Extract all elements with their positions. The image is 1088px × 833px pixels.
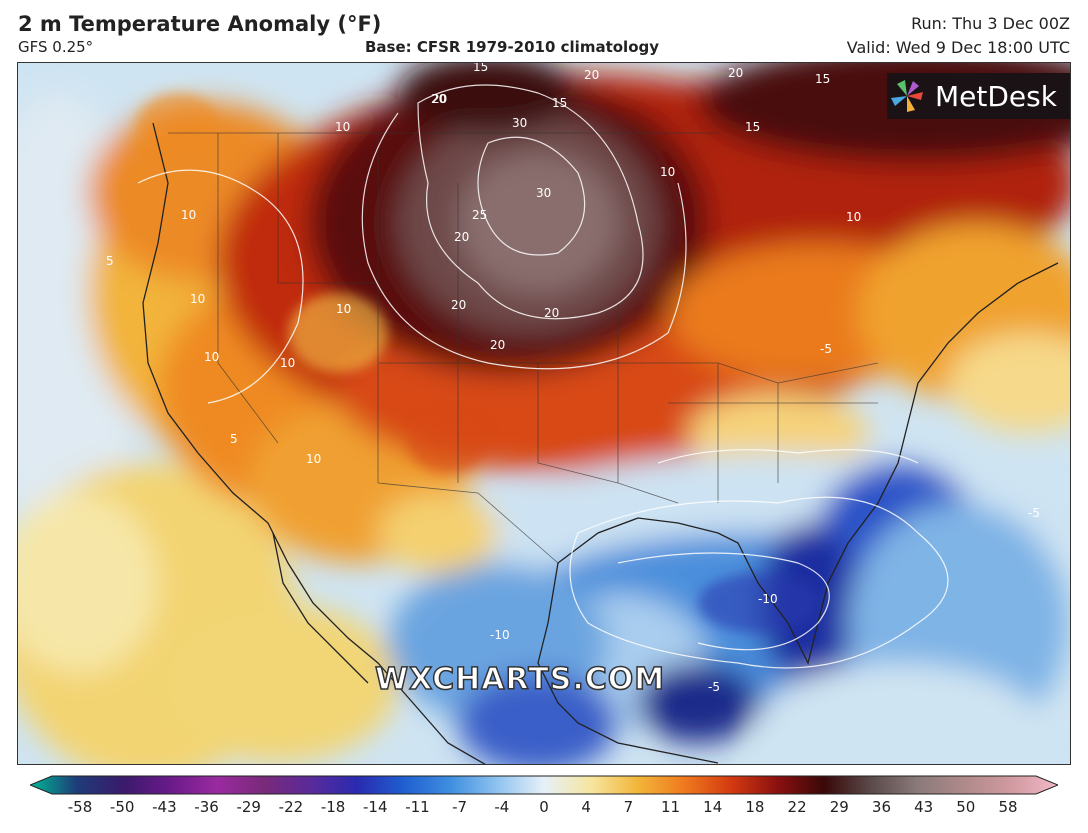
color-scale-tick-label: -4 [494,798,510,816]
color-scale-tick-label: -18 [320,798,346,816]
contour-label: 15 [745,120,760,134]
color-scale-tick-label: 22 [787,798,807,816]
anomaly-detail [138,93,818,633]
contour-label: 20 [584,68,599,82]
valid-time-label: Valid: Wed 9 Dec 18:00 UTC [846,38,1070,57]
contour-label: 15 [815,72,830,86]
contour-label: 10 [190,292,205,306]
color-scale-tick-label: -14 [363,798,388,816]
color-scale-tick-label: -7 [452,798,468,816]
contour-label: 10 [336,302,351,316]
color-scale-tick-label: -43 [152,798,177,816]
color-scale-tick-label: -29 [236,798,261,816]
contour-label: 25 [472,208,487,222]
color-scale-tick-label: -36 [194,798,219,816]
contour-label: 20 [431,92,446,106]
contour-label: 10 [335,120,350,134]
temperature-anomaly-map: 20 15 20 15 20 20 30 15 15 10 10 30 10 2… [17,62,1071,765]
contour-label: 30 [536,186,551,200]
contour-label: 5 [230,432,238,446]
color-scale-tick-label: 14 [703,798,723,816]
anomaly-field [18,63,1070,764]
color-scale-tick-label: 43 [914,798,934,816]
color-scale-tick-label: -50 [109,798,135,816]
contour-label: 10 [181,208,196,222]
color-scale-tick-label: 11 [660,798,681,816]
map-canvas: 20 15 20 15 20 20 30 15 15 10 10 30 10 2… [18,63,1070,764]
contour-label: 15 [473,63,488,74]
color-scale-bar [30,775,1058,795]
metdesk-logo-text: MetDesk [935,79,1057,113]
color-scale-tick-label: 58 [998,798,1018,816]
contour-label: 20 [432,92,447,106]
metdesk-pinwheel-icon [891,80,923,112]
contour-label: 20 [544,306,559,320]
contour-label: 20 [728,66,743,80]
color-scale-tick-label: -11 [405,798,430,816]
contour-label-group: 20 15 20 15 20 20 30 15 15 10 10 30 10 2… [106,63,1040,694]
color-scale-gradient [30,775,1058,795]
color-scale-tick-label: 29 [829,798,849,816]
contour-label: 20 [490,338,505,352]
coastlines [142,122,1059,764]
color-scale-tick-label: 18 [745,798,765,816]
contour-label: 10 [846,210,861,224]
climatology-base-label: Base: CFSR 1979-2010 climatology [365,38,660,56]
state-borders [168,132,879,564]
contour-label: 20 [451,298,466,312]
contour-label: -10 [758,592,778,606]
contour-lines [137,84,949,669]
chart-title: 2 m Temperature Anomaly (°F) [18,12,382,36]
run-time-label: Run: Thu 3 Dec 00Z [911,14,1070,33]
color-scale-tick-label: 4 [581,798,591,816]
contour-label: 30 [512,116,527,130]
contour-label: -5 [708,680,720,694]
contour-label: 5 [106,254,114,268]
contour-label: 10 [204,350,219,364]
contour-label: 10 [280,356,295,370]
metdesk-logo: MetDesk [887,73,1070,119]
contour-label: 20 [454,230,469,244]
color-scale-tick-label: 50 [956,798,976,816]
contour-label: -5 [820,342,832,356]
color-scale-tick-label: -22 [278,798,304,816]
color-scale-tick-label: 7 [623,798,634,816]
contour-label: 10 [306,452,321,466]
color-scale-tick-label: 0 [539,798,549,816]
model-label: GFS 0.25° [18,38,94,56]
contour-label: 15 [552,96,567,110]
color-scale-tick-label: -58 [67,798,93,816]
contour-label: -5 [1028,506,1040,520]
contour-label: 10 [660,165,675,179]
wxcharts-watermark: WXCHARTS.COM [374,661,666,698]
contour-label: -10 [490,628,510,642]
color-scale-tick-label: 36 [871,798,891,816]
